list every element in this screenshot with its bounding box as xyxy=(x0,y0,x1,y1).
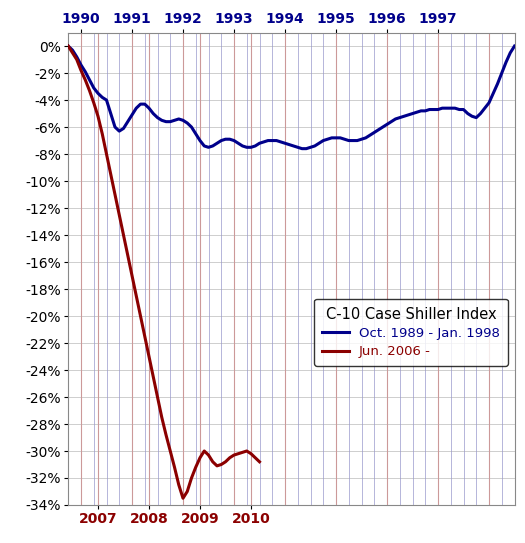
Legend: Oct. 1989 - Jan. 1998, Jun. 2006 -: Oct. 1989 - Jan. 1998, Jun. 2006 - xyxy=(314,299,508,366)
